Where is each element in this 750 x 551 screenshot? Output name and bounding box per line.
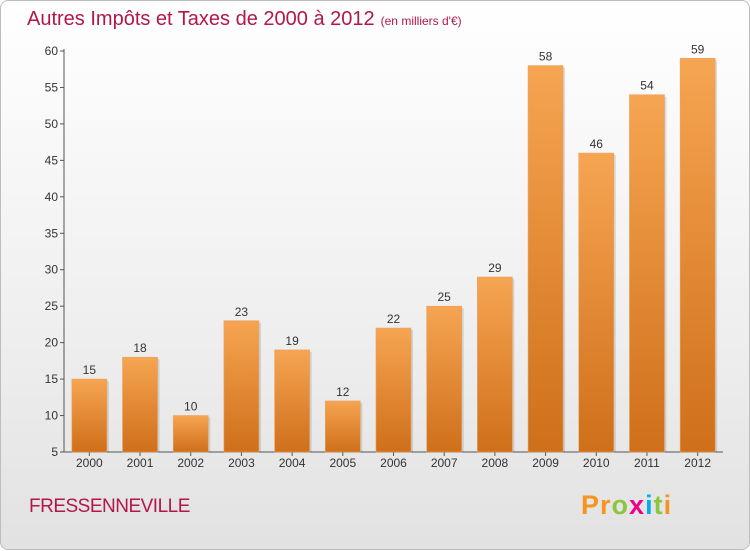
y-tick-label: 5: [51, 445, 58, 459]
y-tick-label: 35: [45, 226, 59, 240]
bar-value-label: 25: [438, 290, 452, 304]
bar-value-label: 58: [539, 50, 553, 64]
x-tick-label: 2011: [634, 456, 660, 470]
bar[interactable]: [477, 276, 513, 453]
bar[interactable]: [325, 400, 361, 453]
logo-letter: i: [663, 490, 673, 520]
x-tick-label: 2002: [177, 456, 204, 470]
logo-letter: o: [611, 490, 630, 520]
bar[interactable]: [679, 57, 716, 453]
x-tick-label: 2003: [228, 456, 255, 470]
x-tick-label: 2009: [532, 456, 559, 470]
x-tick-label: 2010: [583, 456, 610, 470]
bar[interactable]: [578, 152, 615, 453]
x-tick-label: 2000: [76, 456, 103, 470]
bar-value-label: 10: [184, 400, 198, 414]
bar[interactable]: [223, 320, 260, 453]
bar-value-label: 54: [640, 79, 654, 93]
bar-value-label: 19: [285, 334, 299, 348]
commune-name: FRESSENNEVILLE: [29, 496, 190, 517]
x-tick-label: 2004: [279, 456, 306, 470]
x-tick-label: 2005: [329, 456, 356, 470]
x-tick-label: 2007: [431, 456, 458, 470]
bar-value-label: 12: [336, 385, 350, 399]
logo-letter: P: [581, 490, 601, 520]
proxiti-logo[interactable]: Proxiti: [581, 490, 672, 521]
y-tick-label: 40: [45, 190, 59, 204]
logo-letter: x: [629, 490, 646, 520]
bar-value-label: 29: [488, 261, 502, 275]
x-tick-label: 2008: [482, 456, 509, 470]
y-tick-label: 15: [45, 372, 59, 386]
bar-value-label: 22: [387, 312, 401, 326]
x-tick-label: 2006: [380, 456, 407, 470]
bar[interactable]: [527, 65, 564, 453]
y-tick-label: 50: [45, 117, 59, 131]
logo-letter: i: [645, 490, 654, 520]
x-tick-label: 2001: [127, 456, 154, 470]
chart-title: Autres Impôts et Taxes de 2000 à 2012 (en…: [27, 8, 462, 31]
y-tick-label: 20: [45, 336, 59, 350]
bar-value-label: 18: [133, 341, 147, 355]
logo-letter: r: [600, 490, 612, 520]
bar[interactable]: [426, 305, 462, 453]
bar[interactable]: [122, 356, 158, 453]
bar-value-label: 46: [590, 137, 604, 151]
y-tick-label: 60: [45, 44, 59, 58]
bar[interactable]: [375, 327, 412, 453]
logo-letter: t: [653, 490, 664, 520]
bar-value-label: 23: [235, 305, 249, 319]
bar[interactable]: [71, 378, 108, 453]
y-tick-label: 10: [45, 409, 59, 423]
bar-value-label: 15: [83, 363, 97, 377]
bar-value-label: 59: [691, 42, 705, 56]
y-tick-label: 30: [45, 263, 59, 277]
chart-title-text: Autres Impôts et Taxes de 2000 à 2012: [27, 8, 375, 30]
chart-subtitle: (en milliers d'€): [380, 14, 462, 28]
bar[interactable]: [274, 349, 310, 453]
bar[interactable]: [172, 415, 209, 453]
y-tick-label: 25: [45, 299, 59, 313]
bar[interactable]: [629, 94, 665, 453]
y-tick-label: 45: [45, 153, 59, 167]
y-tick-label: 55: [45, 80, 59, 94]
x-tick-label: 2012: [684, 456, 711, 470]
